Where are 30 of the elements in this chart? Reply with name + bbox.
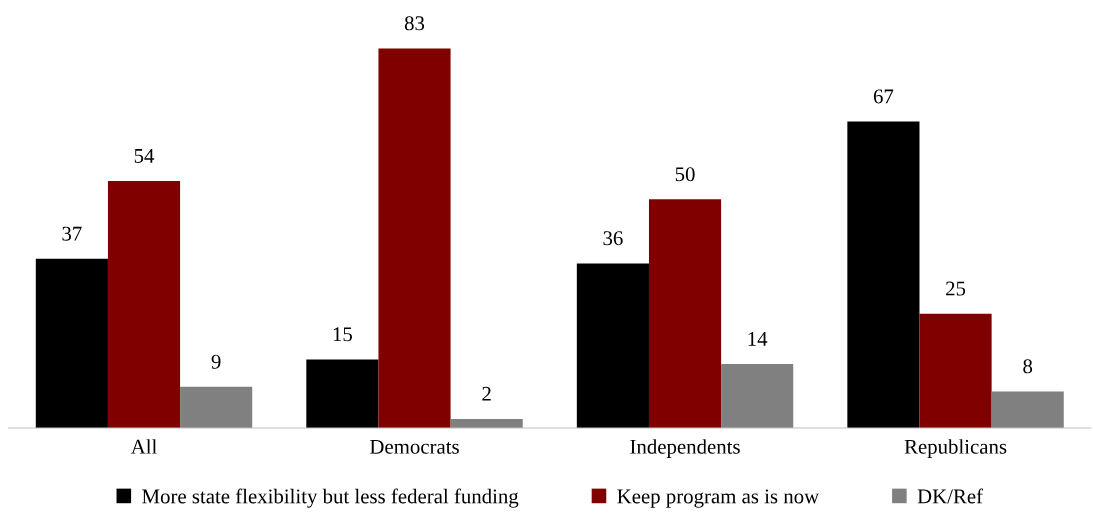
legend-label: More state flexibility but less federal funding [142, 488, 519, 508]
data-label: 9 [211, 354, 221, 369]
bar [721, 364, 794, 429]
data-label: 14 [748, 331, 768, 346]
bar [35, 258, 108, 429]
bar [648, 199, 722, 429]
bar [991, 391, 1064, 429]
legend-label: DK/Ref [917, 488, 984, 504]
data-label: 2 [482, 386, 491, 401]
x-tick-label: Independents [630, 439, 740, 459]
data-label: 25 [946, 281, 966, 296]
data-label: 37 [62, 226, 82, 241]
bar [576, 263, 649, 429]
x-tick-label: Republicans [904, 439, 1007, 459]
bar [919, 313, 992, 429]
bar [107, 181, 181, 429]
x-tick-label: All [130, 439, 157, 454]
data-label: 54 [134, 149, 155, 163]
x-tick-label: Democrats [370, 439, 459, 454]
data-label: 15 [333, 327, 352, 342]
bar [306, 359, 379, 429]
data-label: 36 [603, 231, 623, 246]
data-label: 50 [675, 167, 695, 182]
data-label: 67 [873, 89, 894, 104]
data-label: 83 [404, 16, 425, 31]
legend-label: Keep program as is now [617, 489, 820, 508]
bar [378, 48, 451, 429]
data-label: 8 [1023, 359, 1033, 374]
bar [847, 121, 920, 429]
bar [180, 386, 253, 429]
